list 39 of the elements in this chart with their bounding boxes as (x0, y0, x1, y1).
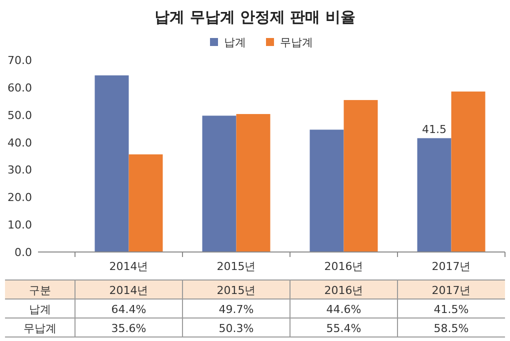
y-tick-label: 70.0 (8, 54, 32, 67)
data-label: 41.5% (434, 303, 469, 316)
x-tick-label: 2015년 (216, 260, 256, 273)
annotation: 41.5 (422, 123, 446, 136)
chart-title: 납계 무납계 안정제 판매 비율 (154, 8, 356, 26)
x-tick-label: 2017년 (432, 260, 471, 273)
bar (310, 130, 344, 252)
y-tick-label: 20.0 (8, 191, 32, 204)
data-label: 49.7% (218, 303, 254, 316)
bar (236, 114, 270, 252)
data-label: 44.6% (326, 303, 362, 316)
data-label: 35.6% (111, 322, 146, 335)
category-label: 2017년 (432, 284, 471, 297)
y-tick-label: 0.0 (14, 246, 32, 259)
data-label: 55.4% (326, 322, 362, 335)
bar (202, 116, 236, 252)
bar (344, 100, 378, 252)
category-label: 2014년 (109, 284, 148, 297)
y-tick-label: 60.0 (8, 81, 32, 94)
y-tick-label: 10.0 (8, 218, 32, 232)
category-label: 2015년 (216, 284, 256, 297)
legend-label: 납계 (224, 36, 246, 49)
legend-label: 무납계 (280, 36, 313, 49)
y-tick-label: 30.0 (8, 164, 32, 177)
x-tick-label: 2016년 (324, 260, 364, 273)
legend-title: 구분 (29, 284, 51, 297)
y-tick-label: 50.0 (8, 108, 32, 122)
data-label: 58.5% (434, 322, 469, 335)
data-label: 64.4% (111, 303, 146, 316)
text: 무납계 (24, 322, 56, 335)
x-tick-label: 2014년 (109, 260, 148, 273)
data-label: 50.3% (218, 322, 254, 335)
category-label: 2016년 (324, 284, 364, 297)
y-tick-label: 40.0 (8, 136, 32, 150)
bar (94, 75, 129, 252)
text: 납계 (29, 303, 51, 316)
bar (128, 154, 163, 252)
bar (417, 138, 452, 252)
bar (451, 92, 486, 252)
